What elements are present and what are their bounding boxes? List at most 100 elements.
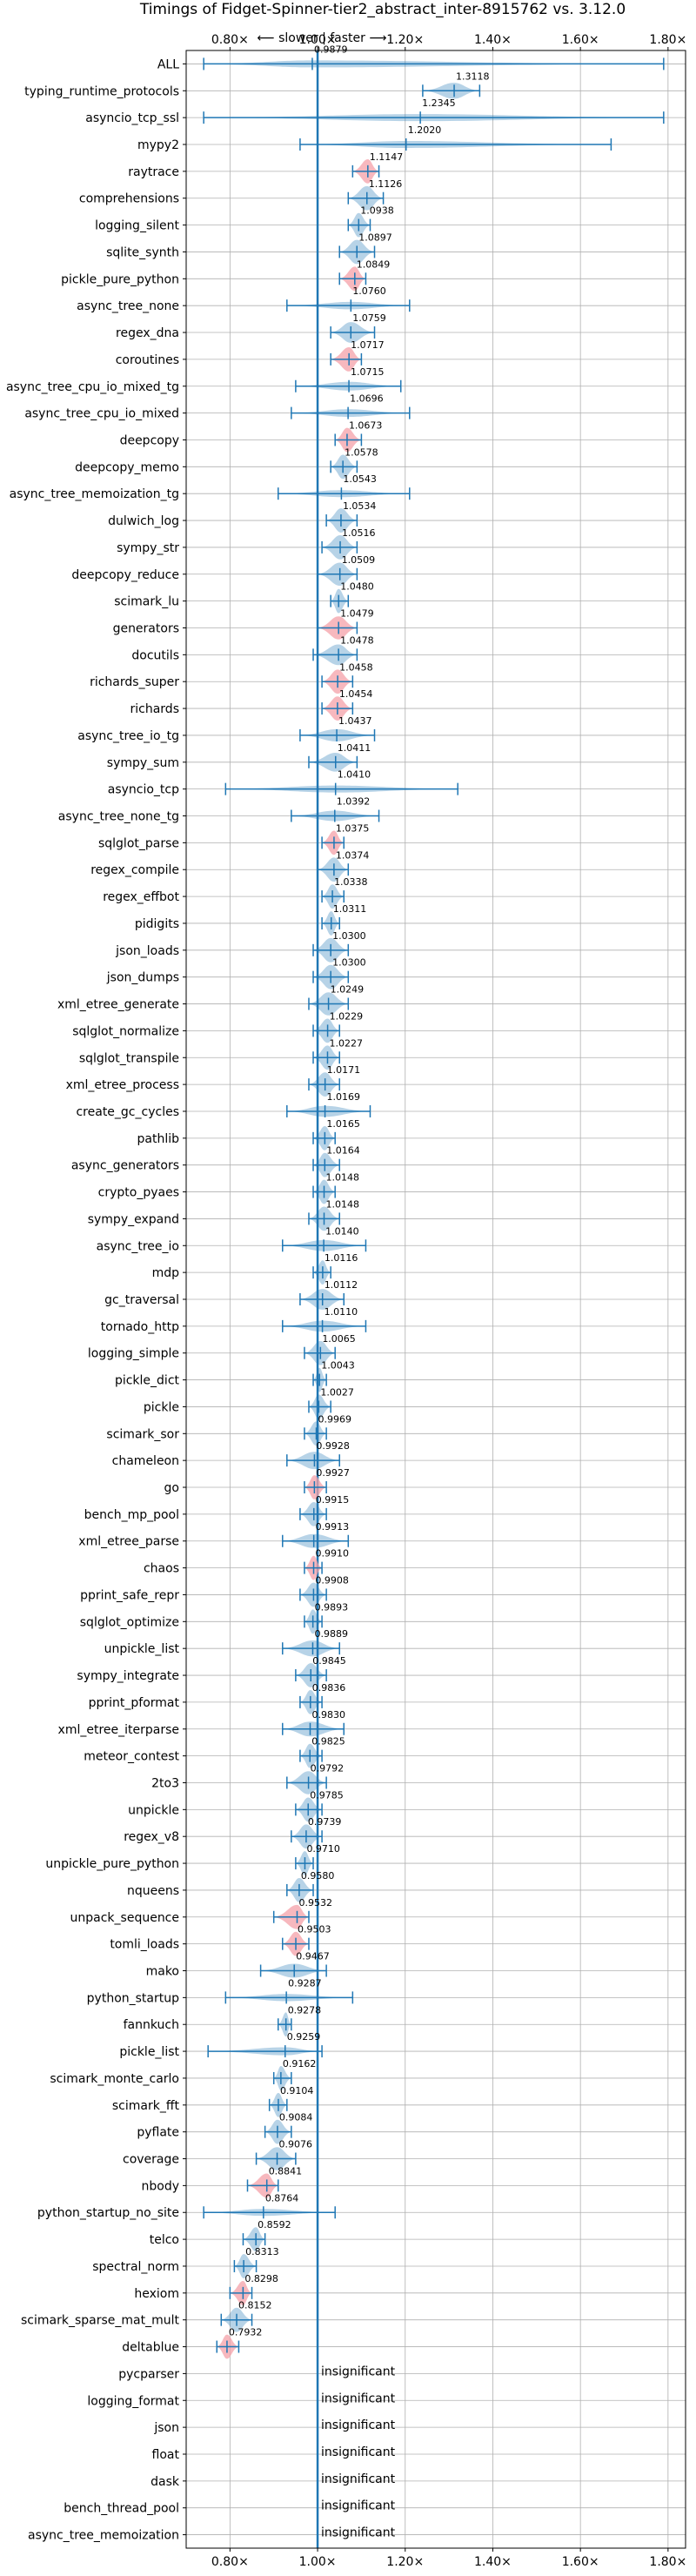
y-tick-label: bench_mp_pool (84, 1508, 179, 1522)
y-tick-label: json (153, 2421, 179, 2435)
value-label: 1.0148 (326, 1198, 360, 1210)
y-tick-label: regex_v8 (124, 1830, 179, 1844)
y-tick-label: sqlite_synth (106, 245, 179, 259)
y-tick-label: xml_etree_iterparse (58, 1723, 179, 1737)
y-tick-label: sympy_str (117, 541, 179, 555)
x-tick-label-top: 0.80× (211, 33, 249, 47)
value-label: 1.0509 (342, 554, 376, 566)
y-tick-label: deepcopy_memo (75, 460, 179, 474)
value-label: 0.9825 (311, 1736, 345, 1748)
value-label: 0.9739 (308, 1816, 342, 1828)
value-label: 1.0534 (343, 500, 377, 512)
y-tick-label: pidigits (135, 917, 179, 931)
value-label: 1.0715 (351, 366, 385, 378)
y-tick-label: pycparser (118, 2367, 179, 2381)
y-tick-label: coverage (123, 2153, 179, 2167)
value-label: 1.0229 (330, 1010, 364, 1022)
value-label: 0.8841 (269, 2165, 303, 2177)
y-tick-label: richards (130, 702, 180, 716)
y-tick-label: crypto_pyaes (98, 1186, 179, 1200)
value-label: 0.8764 (265, 2192, 299, 2204)
value-label: 0.8298 (244, 2273, 278, 2284)
y-tick-label: sqlglot_normalize (72, 1024, 179, 1038)
value-label: 1.2020 (408, 124, 442, 136)
value-label: 0.9792 (311, 1763, 345, 1774)
value-label: 1.0411 (338, 742, 371, 754)
value-label: 1.0696 (350, 393, 384, 405)
value-label: 0.9928 (316, 1440, 350, 1452)
y-tick-label: json_loads (115, 944, 179, 958)
y-tick-label: logging_format (87, 2394, 179, 2408)
value-label: 1.0116 (325, 1252, 358, 1264)
y-tick-label: xml_etree_generate (57, 998, 179, 1012)
y-tick-label: scimark_sparse_mat_mult (21, 2314, 179, 2328)
value-label: 1.0043 (321, 1360, 355, 1372)
y-tick-label: deepcopy_reduce (71, 568, 179, 582)
x-tick-label-top: 1.20× (386, 33, 424, 47)
value-label: 1.0165 (326, 1118, 360, 1130)
x-tick-label-bottom: 1.40× (474, 2555, 512, 2569)
y-tick-label: pickle (144, 1400, 179, 1414)
y-tick-label: xml_etree_parse (78, 1535, 179, 1549)
y-tick-label: async_tree_none (77, 299, 179, 313)
y-tick-label: scimark_lu (114, 595, 179, 609)
value-label: 0.9836 (312, 1682, 346, 1694)
x-tick-label-bottom: 0.80× (211, 2555, 249, 2569)
y-tick-label: generators (113, 621, 179, 635)
value-label: 0.9287 (288, 1977, 322, 1989)
y-tick-label: 2to3 (151, 1776, 179, 1790)
y-tick-label: async_tree_memoization_tg (10, 487, 179, 501)
y-tick-label: asyncio_tcp_ssl (85, 111, 179, 125)
value-label: 0.9845 (312, 1655, 346, 1667)
y-tick-label: go (164, 1481, 179, 1495)
y-tick-label: scimark_monte_carlo (50, 2072, 179, 2086)
insignificant-label: insignificant (321, 2445, 396, 2459)
ticks-layer: 0.80× 0.80× 1.00× 1.00× 1.20× 1.20× 1.40× 1.40×… (183, 33, 686, 2569)
value-label: 0.8592 (258, 2219, 291, 2231)
value-label: 1.1126 (369, 178, 403, 190)
marks-layer (203, 50, 665, 2548)
value-label: 1.0110 (325, 1306, 358, 1318)
value-label: 0.7932 (229, 2327, 263, 2338)
value-label: 1.0112 (325, 1279, 358, 1291)
value-label: 1.0849 (357, 258, 391, 270)
insignificant-label: insignificant (321, 2472, 396, 2486)
value-label: 0.9915 (316, 1494, 350, 1506)
y-tick-label: pyflate (137, 2126, 179, 2140)
value-label: 1.0392 (337, 796, 371, 808)
x-tick-label-bottom: 1.60× (562, 2555, 599, 2569)
y-tick-label: bench_thread_pool (64, 2502, 179, 2516)
x-tick-label-top: 1.80× (649, 33, 686, 47)
value-label: 1.0717 (351, 339, 385, 351)
x-tick-label-bottom: 1.80× (649, 2555, 686, 2569)
y-tick-label: async_tree_cpu_io_mixed_tg (6, 380, 179, 394)
value-label: 1.0897 (358, 231, 392, 243)
y-tick-label: sympy_sum (107, 756, 179, 770)
y-tick-label: raytrace (128, 165, 179, 179)
value-label: 1.0458 (339, 661, 373, 673)
x-tick-label-bottom: 1.00× (299, 2555, 337, 2569)
y-tick-label: nqueens (127, 1884, 179, 1898)
x-tick-label-top: 1.40× (474, 33, 512, 47)
y-tick-label: typing_runtime_protocols (24, 84, 179, 98)
y-tick-label: deltablue (122, 2341, 179, 2355)
y-tick-label: unpack_sequence (70, 1911, 179, 1925)
y-tick-label: async_tree_none_tg (58, 810, 179, 824)
value-label: 1.0578 (345, 446, 378, 458)
y-tick-label: scimark_sor (106, 1427, 179, 1441)
value-label: 1.2345 (422, 97, 456, 109)
y-tick-label: python_startup_no_site (37, 2206, 179, 2220)
y-tick-label: regex_compile (90, 863, 179, 877)
value-label: 1.0516 (342, 527, 376, 539)
value-label: 1.0410 (338, 769, 371, 781)
y-tick-label: async_tree_io (97, 1239, 179, 1253)
y-tick-label: nbody (142, 2179, 180, 2193)
y-tick-label: pickle_dict (115, 1374, 180, 1388)
labels-layer: ALL 0.9879 typing_runtime_protocols 1.3118 a… (6, 44, 490, 2542)
y-tick-label: comprehensions (79, 192, 179, 206)
y-tick-label: float (152, 2448, 180, 2462)
y-tick-label: unpickle (128, 1803, 179, 1817)
y-tick-label: scimark_fft (112, 2099, 180, 2113)
y-tick-label: async_tree_memoization (28, 2529, 179, 2543)
